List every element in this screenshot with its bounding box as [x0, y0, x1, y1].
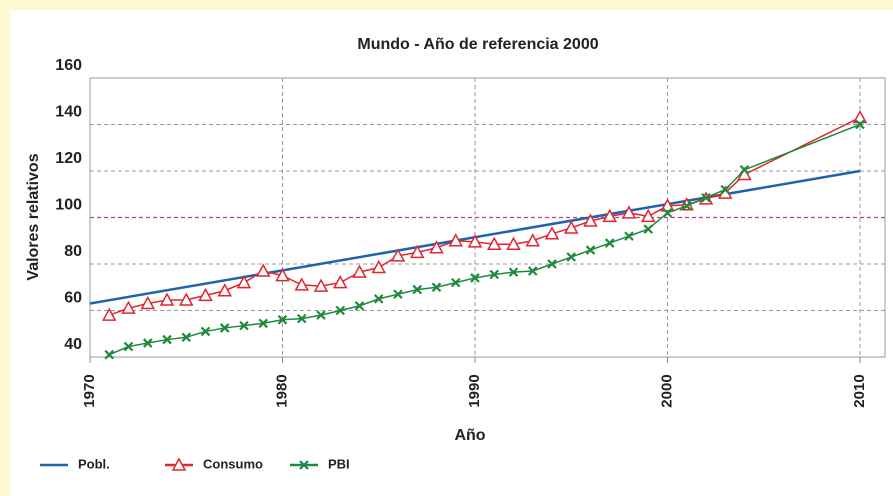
data-point [621, 205, 637, 219]
data-point [239, 320, 249, 331]
data-point [258, 318, 269, 329]
data-point [217, 283, 233, 297]
y-axis-label: Valores relativos [25, 153, 42, 280]
x-tick-label: 1970 [81, 374, 98, 407]
data-point [219, 323, 230, 333]
data-point [431, 282, 442, 293]
data-point [486, 236, 502, 250]
x-axis-label: Año [454, 427, 485, 444]
data-point [660, 198, 675, 212]
data-point [123, 341, 134, 352]
data-point [662, 208, 673, 218]
data-point [450, 277, 461, 288]
legend-label: Pobl. [78, 456, 110, 471]
data-point [296, 313, 307, 324]
data-point [142, 338, 153, 348]
data-point [159, 292, 175, 306]
data-point [739, 165, 750, 175]
data-point [332, 275, 348, 289]
x-tick-label: 2010 [851, 374, 868, 407]
y-tick-label: 80 [64, 243, 82, 260]
plot-frame [89, 77, 886, 358]
data-point [701, 192, 711, 203]
data-point [335, 305, 346, 316]
data-point [429, 240, 444, 254]
data-point [489, 269, 500, 280]
legend-marker [299, 460, 309, 470]
data-point [720, 184, 731, 195]
data-point [470, 273, 480, 283]
data-point [198, 287, 213, 302]
chart-title: Mundo - Año de referencia 2000 [357, 36, 598, 53]
y-tick-label: 160 [55, 57, 82, 74]
series [108, 123, 861, 356]
data-point [467, 234, 483, 248]
y-tick-label: 100 [55, 197, 82, 214]
data-point [275, 268, 290, 282]
data-point [101, 307, 117, 321]
data-point [162, 334, 172, 345]
y-tick-label: 40 [64, 336, 82, 353]
legend-marker [171, 457, 187, 471]
legend-label: Consumo [203, 456, 263, 471]
x-tick-label: 2000 [658, 374, 675, 407]
data-point [371, 259, 387, 274]
data-point [604, 238, 615, 248]
legend-label: PBI [328, 456, 350, 471]
data-point [525, 233, 540, 247]
data-point [352, 264, 367, 278]
series [108, 116, 861, 316]
data-point [852, 109, 868, 124]
data-point [140, 295, 156, 310]
data-point [566, 252, 577, 262]
data-point [294, 277, 310, 291]
x-tick-label: 1980 [273, 374, 290, 407]
data-point [508, 267, 519, 277]
series-line [108, 123, 861, 356]
data-point [547, 259, 557, 269]
data-point [236, 275, 252, 289]
data-point [544, 226, 560, 240]
data-point [313, 278, 329, 292]
data-point [681, 201, 692, 211]
panel [10, 10, 893, 496]
data-point [390, 248, 406, 262]
y-tick-label: 60 [64, 290, 82, 307]
y-tick-label: 120 [55, 150, 82, 167]
data-point [373, 294, 384, 304]
data-point [643, 224, 654, 234]
data-point [585, 245, 596, 255]
x-tick-label: 1990 [466, 374, 483, 407]
data-point [277, 315, 288, 325]
data-point [624, 231, 634, 241]
data-point [527, 266, 538, 276]
data-point [448, 233, 464, 247]
y-tick-label: 140 [55, 104, 82, 121]
data-point [200, 326, 211, 337]
data-point [563, 220, 579, 234]
data-point [178, 292, 194, 306]
data-point [602, 208, 617, 223]
data-point [104, 349, 115, 360]
data-point [506, 236, 521, 250]
data-point [181, 332, 192, 343]
data-point [393, 289, 403, 300]
series-line [108, 116, 861, 316]
data-point [583, 213, 598, 227]
data-point [855, 119, 865, 130]
data-point [255, 263, 271, 277]
data-point [316, 310, 326, 320]
data-point [412, 284, 423, 295]
data-point [409, 244, 425, 259]
data-point [354, 301, 365, 311]
data-point [121, 300, 136, 314]
data-point [640, 208, 656, 223]
